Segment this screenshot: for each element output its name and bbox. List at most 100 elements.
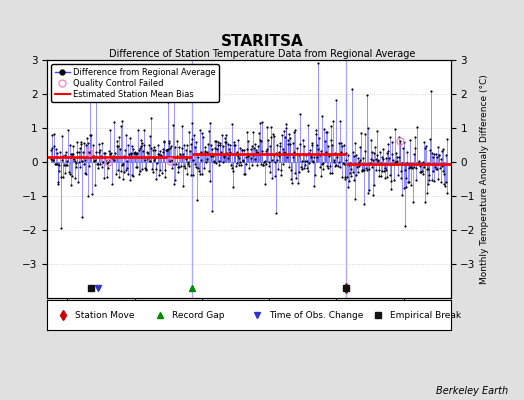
Point [203, 156, 211, 162]
Point [141, 164, 149, 171]
Point [291, 170, 300, 176]
Point [369, 150, 378, 156]
Point [296, 141, 304, 147]
Point [212, 160, 220, 166]
Point [231, 141, 239, 148]
Point [274, 142, 282, 148]
Point [156, 148, 164, 154]
Point [260, 181, 269, 187]
Point [157, 153, 166, 159]
Point [312, 154, 321, 160]
Point [165, 138, 173, 144]
Point [329, 118, 337, 124]
Point [106, 127, 114, 133]
Point [329, 157, 337, 164]
Point [56, 168, 64, 174]
Point [135, 171, 143, 177]
Point [116, 122, 125, 129]
Point [362, 165, 370, 172]
Point [315, 134, 323, 141]
Point [219, 159, 227, 165]
Point [369, 157, 377, 164]
Point [224, 146, 233, 152]
Point [239, 147, 248, 153]
Point [57, 174, 66, 180]
Point [138, 140, 147, 146]
Point [178, 145, 187, 151]
Point [185, 163, 193, 170]
Point [334, 158, 343, 165]
Point [251, 156, 259, 162]
Point [161, 173, 169, 180]
Point [416, 169, 424, 175]
Point [316, 164, 324, 170]
Point [381, 174, 389, 181]
Point [243, 129, 252, 136]
Point [302, 152, 310, 158]
Point [299, 137, 308, 143]
Point [146, 133, 154, 139]
Point [214, 141, 222, 148]
Point [70, 155, 78, 162]
Point [412, 164, 420, 171]
Point [263, 146, 271, 152]
Point [190, 132, 198, 139]
Point [159, 146, 167, 152]
Point [386, 172, 395, 178]
Point [261, 161, 270, 168]
Point [68, 151, 77, 157]
Point [272, 157, 281, 163]
Point [61, 170, 69, 176]
Point [385, 154, 393, 161]
Point [157, 152, 165, 158]
Point [201, 148, 210, 154]
Point [420, 139, 429, 146]
Point [318, 113, 326, 119]
Point [342, 157, 351, 163]
Point [340, 161, 348, 168]
Point [360, 200, 368, 207]
Point [340, 142, 348, 148]
Point [374, 158, 382, 164]
Point [48, 132, 57, 138]
Point [343, 174, 351, 180]
Point [97, 140, 106, 146]
Point [231, 150, 239, 157]
Point [113, 137, 121, 144]
Point [68, 173, 76, 179]
Point [148, 169, 157, 175]
Point [341, 174, 350, 180]
Point [135, 144, 144, 151]
Point [336, 164, 344, 171]
Point [341, 176, 349, 182]
Point [121, 147, 129, 153]
Point [96, 146, 105, 153]
Point [438, 147, 446, 154]
Point [357, 130, 365, 136]
Point [433, 166, 441, 172]
Point [388, 151, 397, 158]
Point [382, 155, 390, 162]
Point [73, 139, 81, 145]
Point [101, 150, 109, 156]
Point [122, 132, 130, 138]
Point [170, 180, 179, 187]
Point [413, 124, 421, 130]
Point [432, 154, 441, 160]
Point [255, 130, 263, 136]
Point [359, 155, 367, 161]
Point [81, 170, 90, 176]
Point [403, 160, 412, 166]
Point [90, 152, 99, 159]
Point [389, 156, 398, 163]
Point [282, 121, 290, 127]
Point [220, 154, 228, 160]
Point [48, 144, 56, 151]
Point [133, 150, 141, 156]
Point [259, 162, 267, 168]
Point [316, 173, 325, 180]
Point [172, 160, 180, 167]
Point [236, 144, 244, 151]
Point [425, 176, 433, 183]
Point [383, 150, 391, 156]
